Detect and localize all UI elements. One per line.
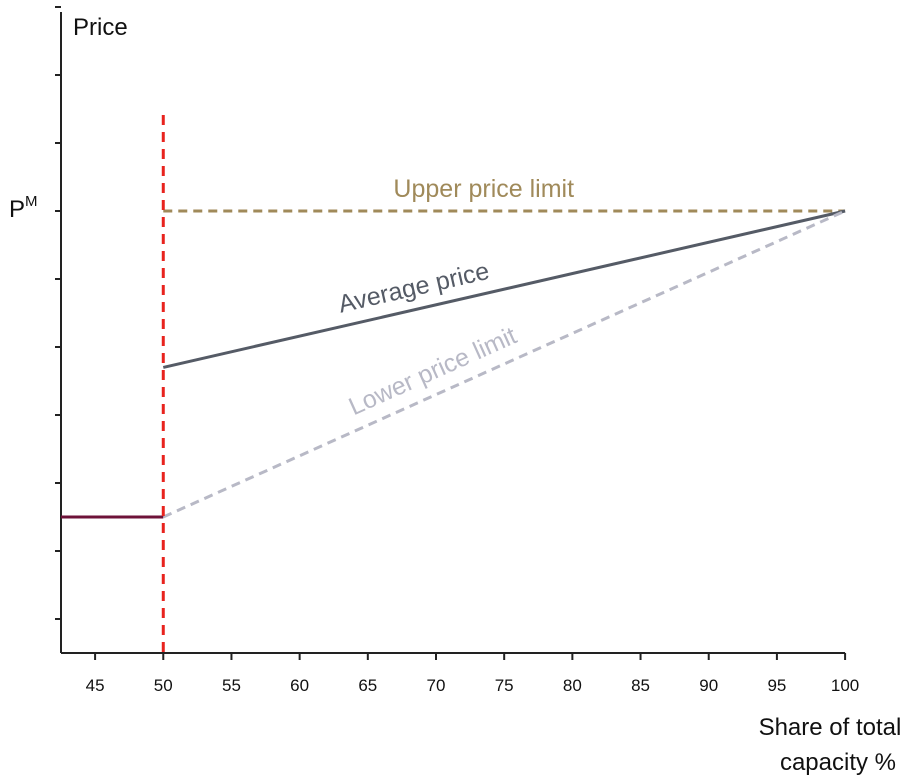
axes: 45 50 55 60 65 70 75 80 85 90 95 100 [55,6,859,695]
x-tick-label: 50 [154,676,173,695]
y-marker-superscript: M [25,193,38,210]
annotation-0: Upper price limit [393,175,574,203]
series-line-2 [162,209,846,519]
x-tick-label: 45 [86,676,105,695]
annotation-2: Lower price limit [345,322,521,422]
x-tick-label: 90 [699,676,718,695]
x-tick-label: 95 [767,676,786,695]
x-ticks: 45 50 55 60 65 70 75 80 85 90 95 100 [86,653,859,695]
x-tick-label: 100 [831,676,859,695]
x-tick-label: 60 [290,676,309,695]
x-axis-title-line-1: Share of total [759,714,902,741]
y-marker-main: P [9,196,25,223]
x-tick-label: 55 [222,676,241,695]
y-marker-label: PM [9,193,38,223]
y-axis-title: Price [73,14,128,41]
x-tick-label: 85 [631,676,650,695]
y-ticks [55,6,61,620]
x-axis-title: Share of total capacity % [759,714,908,776]
x-tick-label: 65 [358,676,377,695]
x-tick-label: 80 [563,676,582,695]
series-line-1 [162,209,846,369]
x-tick-label: 70 [427,676,446,695]
x-axis-title-line-2: capacity % [780,749,896,776]
x-tick-label: 75 [495,676,514,695]
series-layer [61,209,846,519]
